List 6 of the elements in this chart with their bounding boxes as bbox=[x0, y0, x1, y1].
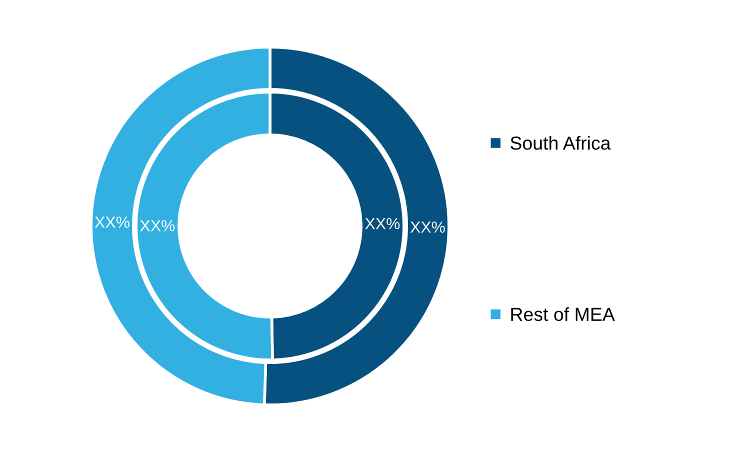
legend-label: South Africa bbox=[510, 136, 611, 150]
data-label: XX% bbox=[410, 222, 445, 233]
legend-label: Rest of MEA bbox=[511, 307, 615, 321]
data-label: XX% bbox=[365, 218, 400, 230]
data-label: XX% bbox=[94, 216, 130, 228]
data-label: XX% bbox=[140, 220, 175, 232]
